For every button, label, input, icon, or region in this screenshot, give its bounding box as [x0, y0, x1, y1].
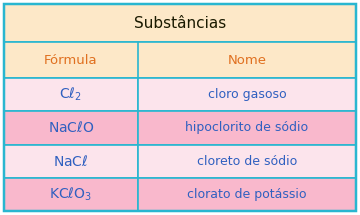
Text: $\mathrm{KC}\mathit{\ell}\mathrm{O}_{3}$: $\mathrm{KC}\mathit{\ell}\mathrm{O}_{3}$	[49, 186, 93, 203]
Bar	[4, 78, 138, 111]
Text: cloreto de sódio: cloreto de sódio	[197, 155, 297, 168]
Bar	[4, 4, 356, 42]
Bar	[138, 111, 356, 144]
Bar	[138, 178, 356, 211]
Bar	[4, 144, 138, 178]
Bar	[4, 178, 138, 211]
Bar	[138, 78, 356, 111]
Text: clorato de potássio: clorato de potássio	[187, 188, 307, 201]
Text: cloro gasoso: cloro gasoso	[208, 88, 286, 101]
Text: $\mathrm{NaC}\mathit{\ell}\mathrm{O}$: $\mathrm{NaC}\mathit{\ell}\mathrm{O}$	[48, 120, 94, 135]
Bar	[4, 42, 356, 78]
Text: hipoclorito de sódio: hipoclorito de sódio	[185, 121, 309, 134]
Bar	[4, 111, 138, 144]
Text: $\mathrm{NaC}\mathit{\ell}\mathrm{}$: $\mathrm{NaC}\mathit{\ell}\mathrm{}$	[53, 154, 89, 169]
Text: Fórmula: Fórmula	[44, 54, 98, 66]
Text: $\mathrm{C}\mathit{\ell}\mathrm{_2}$: $\mathrm{C}\mathit{\ell}\mathrm{_2}$	[59, 86, 82, 103]
Bar	[138, 144, 356, 178]
Text: Substâncias: Substâncias	[134, 15, 226, 31]
Text: Nome: Nome	[228, 54, 266, 66]
